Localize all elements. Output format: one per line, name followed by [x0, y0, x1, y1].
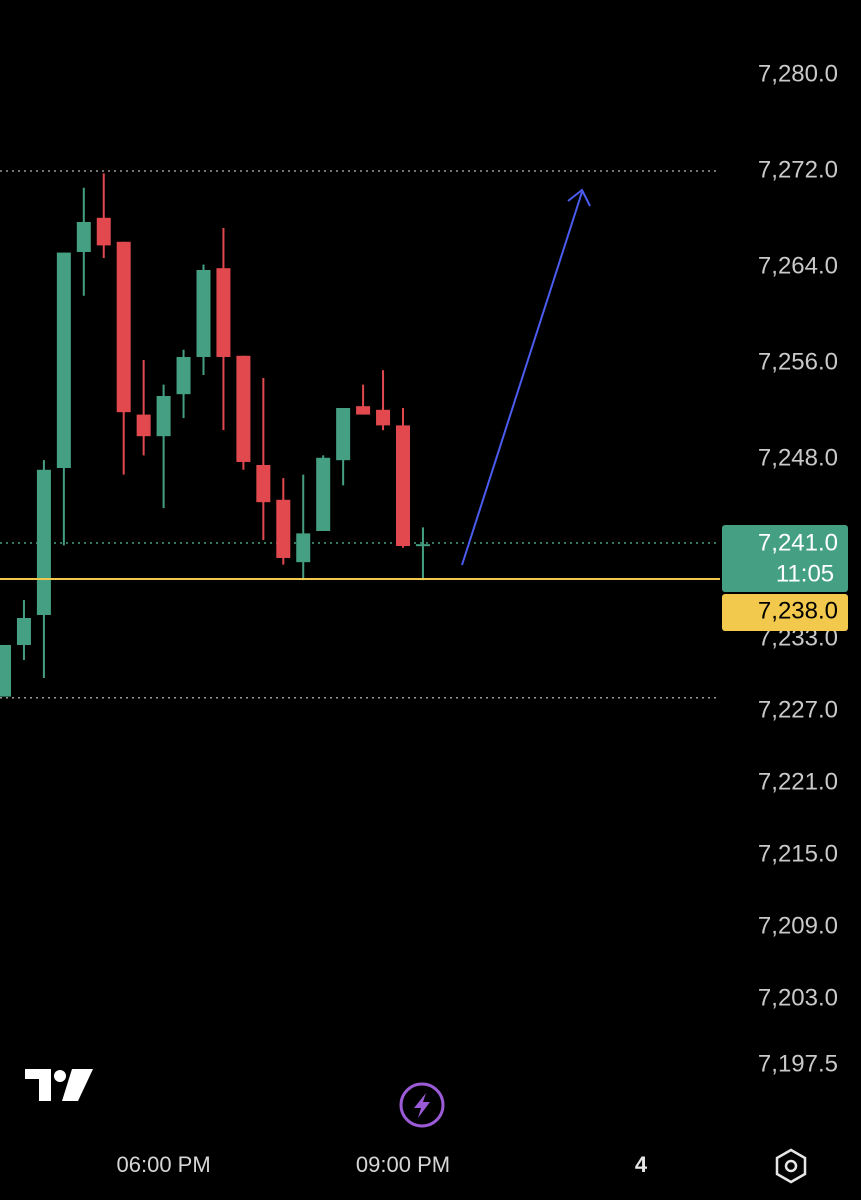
lightning-icon[interactable]	[414, 1093, 430, 1118]
candle-body	[156, 395, 171, 437]
x-tick-label: 06:00 PM	[117, 1152, 211, 1177]
y-tick-label: 7,227.0	[758, 696, 838, 723]
trend-arrow	[461, 191, 583, 566]
logo-part	[25, 1069, 51, 1079]
candle-body	[16, 617, 31, 645]
lightning-button[interactable]	[399, 1082, 445, 1128]
settings-icon-center[interactable]	[784, 1159, 798, 1173]
logo-part	[54, 1070, 66, 1082]
toolbar-count[interactable]: 4	[635, 1152, 648, 1177]
candle-body	[296, 533, 311, 563]
y-tick-label: 7,197.5	[758, 1050, 838, 1077]
candle-body	[136, 414, 151, 437]
candle-body	[415, 544, 430, 547]
candle-body	[76, 221, 91, 252]
y-tick-label: 7,209.0	[758, 912, 838, 939]
candle-body	[336, 407, 351, 461]
arrow-head	[567, 188, 591, 207]
y-tick-label: 7,215.0	[758, 840, 838, 867]
logo	[25, 1069, 93, 1101]
candle-body	[276, 499, 291, 558]
button-ring[interactable]	[399, 1082, 445, 1128]
candle-body	[116, 241, 131, 413]
y-tick-label: 7,272.0	[758, 156, 838, 183]
candle-body	[236, 355, 251, 462]
y-tick-label: 7,256.0	[758, 348, 838, 375]
candle-body	[96, 217, 111, 246]
logo-part	[62, 1069, 93, 1101]
last-price-box	[722, 525, 848, 592]
x-tick-label: 09:00 PM	[356, 1152, 450, 1177]
candle-body	[356, 406, 371, 415]
candle-body	[196, 269, 211, 357]
settings-button[interactable]	[775, 1148, 807, 1184]
alert-price-label: 7,238.0	[758, 597, 838, 624]
candle-body	[376, 409, 391, 426]
y-tick-label: 7,203.0	[758, 984, 838, 1011]
logo-part	[39, 1069, 51, 1101]
alert-price-box	[722, 594, 848, 631]
y-tick-label: 7,248.0	[758, 444, 838, 471]
candle-body	[0, 644, 11, 697]
y-tick-label: 7,280.0	[758, 60, 838, 87]
countdown-label: 11:05	[776, 560, 834, 587]
candle-body	[56, 252, 71, 468]
candle-body	[216, 268, 231, 357]
candle-body	[396, 425, 410, 546]
last-price-label: 7,241.0	[758, 529, 838, 556]
candle-body	[316, 457, 331, 531]
candle-body	[256, 464, 271, 503]
settings-icon[interactable]	[775, 1148, 807, 1184]
candle-body	[36, 469, 51, 615]
y-tick-label: 7,264.0	[758, 252, 838, 279]
candle-body	[176, 356, 191, 395]
y-tick-label: 7,221.0	[758, 768, 838, 795]
